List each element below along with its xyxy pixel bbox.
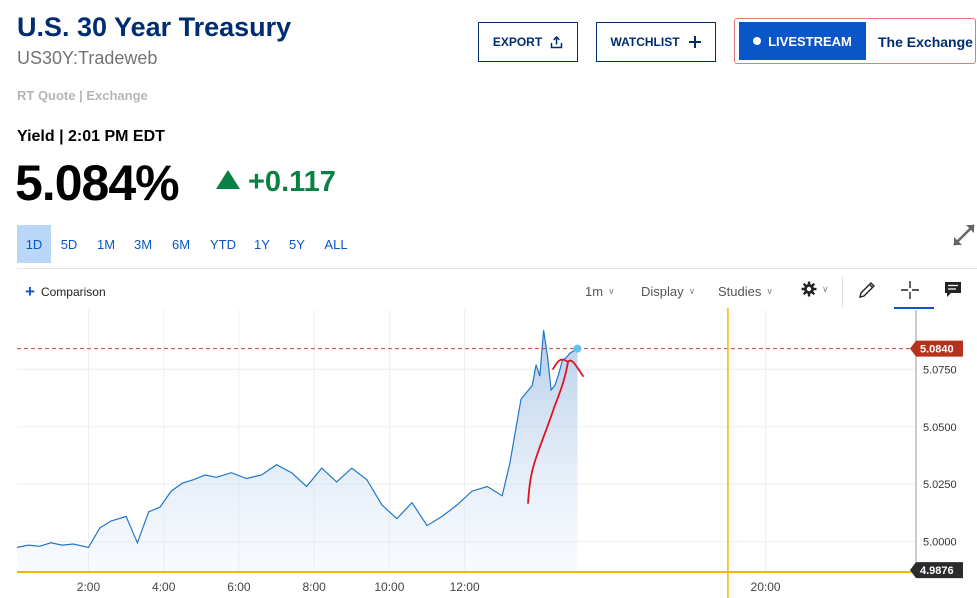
plus-icon	[688, 36, 701, 48]
price-badges: 5.0840 4.9876	[910, 340, 963, 579]
pencil-icon[interactable]	[857, 280, 877, 300]
comment-icon[interactable]	[943, 281, 963, 299]
y-tick-label: 5.0500	[923, 422, 957, 434]
up-arrow-icon	[216, 170, 240, 189]
export-button-label: EXPORT	[492, 35, 543, 49]
range-tab-all[interactable]: ALL	[324, 236, 348, 252]
livestream-label: LIVESTREAM	[768, 33, 852, 49]
x-tick-label: 2:00	[77, 580, 101, 594]
yield-value: 5.084%	[15, 155, 180, 211]
interval-dropdown[interactable]: 1m ∨	[585, 284, 615, 299]
livestream-show-link[interactable]: The Exchange	[878, 34, 973, 50]
toolbar-separator	[842, 277, 843, 307]
yield-area	[17, 330, 578, 572]
share-icon	[550, 35, 563, 48]
quote-source-label: RT Quote | Exchange	[17, 88, 148, 103]
settings-dropdown[interactable]: ∨	[801, 281, 829, 297]
plus-icon: +	[25, 282, 35, 301]
low-price-badge-text: 4.9876	[920, 565, 954, 577]
y-axis-labels: 5.0000 5.0250 5.0500 5.0750	[923, 364, 957, 548]
export-button[interactable]: EXPORT	[478, 22, 578, 62]
livestream-button[interactable]: LIVESTREAM	[739, 22, 866, 60]
chevron-down-icon: ∨	[608, 286, 615, 296]
hand-drawn-arrow-annotation	[527, 358, 584, 504]
expand-icon[interactable]	[951, 222, 977, 248]
yield-chart[interactable]: 5.0000 5.0250 5.0500 5.0750 2:00 4:00 6:00 8:0…	[0, 300, 977, 598]
display-label: Display	[641, 284, 684, 299]
range-tab-6m[interactable]: 6M	[171, 236, 191, 252]
x-tick-label: 8:00	[302, 580, 326, 594]
range-tab-1m[interactable]: 1M	[96, 236, 116, 252]
symbol-label: US30Y:Tradeweb	[17, 48, 158, 68]
comparison-label: Comparison	[40, 285, 106, 299]
chevron-down-icon: ∨	[766, 286, 773, 296]
yield-line	[16, 330, 578, 549]
range-tab-ytd[interactable]: YTD	[210, 236, 236, 252]
y-tick-label: 5.0250	[923, 479, 957, 491]
toolbar-divider	[17, 268, 977, 269]
y-tick-label: 5.0000	[923, 537, 957, 549]
comparison-button[interactable]: + Comparison	[25, 282, 106, 301]
current-price-badge: 5.0840	[910, 340, 963, 357]
range-tab-1d[interactable]: 1D	[17, 225, 51, 263]
x-tick-label: 20:00	[751, 580, 781, 594]
live-dot-icon	[753, 37, 762, 45]
x-axis-labels: 2:00 4:00 6:00 8:00 10:00 12:00 20:00	[77, 580, 781, 594]
x-tick-label: 12:00	[450, 580, 480, 594]
y-tick-label: 5.0750	[923, 364, 957, 376]
low-price-badge: 4.9876	[910, 562, 963, 579]
chevron-down-icon: ∨	[822, 283, 829, 294]
chevron-down-icon: ∨	[688, 286, 696, 296]
range-tab-3m[interactable]: 3M	[133, 236, 153, 252]
page-title: U.S. 30 Year Treasury	[17, 12, 292, 42]
watchlist-button[interactable]: WATCHLIST	[596, 22, 716, 62]
watchlist-button-label: WATCHLIST	[610, 35, 680, 49]
change-value: +0.117	[248, 166, 336, 198]
range-tab-1y[interactable]: 1Y	[254, 236, 270, 252]
x-tick-label: 4:00	[152, 580, 176, 594]
range-tab-5d[interactable]: 5D	[60, 236, 78, 252]
studies-dropdown[interactable]: Studies ∨	[718, 284, 773, 299]
livestream-box: LIVESTREAM The Exchange	[734, 18, 976, 64]
active-tool-indicator	[894, 307, 934, 309]
interval-label: 1m	[585, 284, 604, 299]
last-price-dot	[573, 344, 582, 353]
x-tick-label: 6:00	[227, 580, 251, 594]
current-price-badge-text: 5.0840	[920, 344, 954, 356]
studies-label: Studies	[718, 284, 762, 299]
crosshair-icon[interactable]	[900, 280, 920, 300]
yield-time-label: Yield | 2:01 PM EDT	[17, 128, 165, 145]
gear-icon	[801, 281, 817, 297]
display-dropdown[interactable]: Display ∨	[641, 284, 695, 299]
x-tick-label: 10:00	[374, 580, 404, 594]
range-tab-5y[interactable]: 5Y	[289, 236, 305, 252]
